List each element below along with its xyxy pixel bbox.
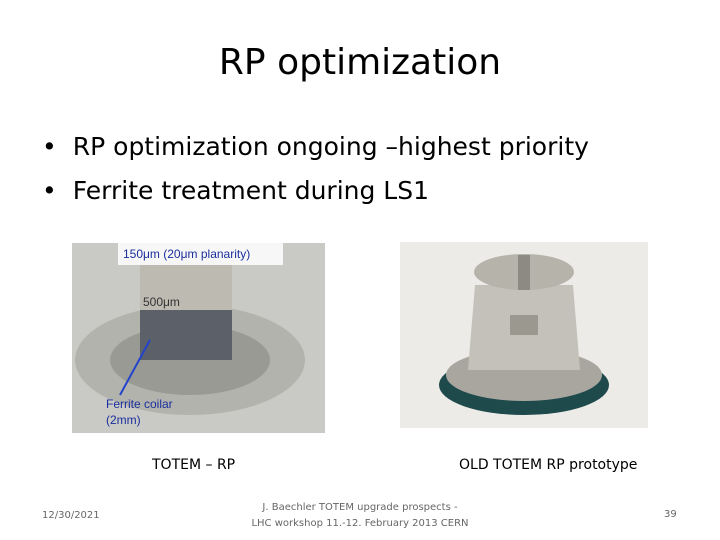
footer-line: J. Baechler TOTEM upgrade prospects - — [262, 502, 458, 513]
bullet: RP optimization ongoing –highest priorit… — [42, 132, 589, 176]
footer-center: J. Baechler TOTEM upgrade prospects - LH… — [230, 500, 490, 532]
caption: TOTEM – RP — [152, 457, 236, 473]
page-number: 39 — [664, 509, 677, 520]
annotation: 500μm — [143, 295, 180, 309]
slide-title: RP optimization — [218, 42, 502, 83]
annotation: (2mm) — [106, 413, 141, 427]
caption: OLD TOTEM RP prototype — [459, 457, 638, 473]
photo-old-rp — [400, 242, 648, 428]
bullet-list: RP optimization ongoing –highest priorit… — [42, 132, 589, 220]
annotation: 150μm (20μm planarity) — [123, 247, 250, 261]
photo-totem-rp — [72, 243, 325, 433]
footer-line: LHC workshop 11.-12. February 2013 CERN — [251, 518, 469, 529]
bullet: Ferrite treatment during LS1 — [42, 176, 589, 220]
annotation: Ferrite coilar — [106, 397, 173, 411]
footer-date: 12/30/2021 — [42, 510, 100, 521]
